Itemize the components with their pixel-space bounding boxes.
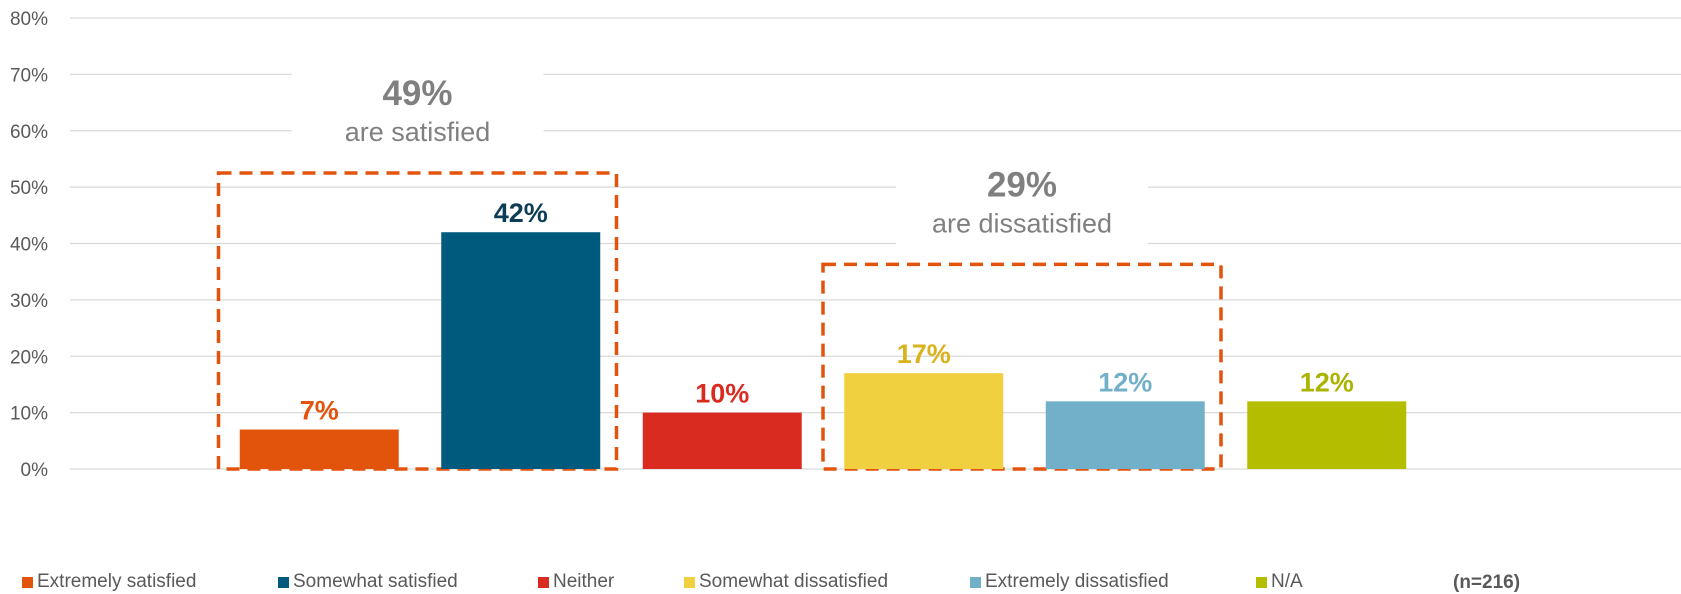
sample-size-label: (n=216) [1453, 572, 1520, 594]
y-axis-labels: 0% 10% 20% 30% 40% 50% 60% 70% 80% [10, 9, 48, 481]
legend-swatch [22, 577, 33, 588]
group-annotations: 49% are satisfied 29% are dissatisfied [292, 65, 1149, 248]
legend-item: Somewhat satisfied [278, 571, 458, 593]
y-tick-label: 80% [10, 9, 48, 30]
y-tick-label: 0% [21, 460, 49, 481]
legend-item: Neither [538, 571, 614, 593]
data-label: 10% [695, 379, 749, 409]
legend-item: N/A [1256, 571, 1303, 593]
data-label: 17% [897, 339, 951, 369]
legend-swatch [684, 577, 695, 588]
bar [844, 373, 1003, 469]
y-tick-label: 20% [10, 347, 48, 368]
legend-label: Extremely satisfied [37, 571, 196, 593]
legend-item: Extremely satisfied [22, 571, 196, 593]
data-label: 42% [494, 198, 548, 228]
group-text: are satisfied [345, 117, 491, 147]
legend-item: Somewhat dissatisfied [684, 571, 888, 593]
legend-label: N/A [1271, 571, 1303, 593]
bar-chart: 0% 10% 20% 30% 40% 50% 60% 70% 80% 7% 42% 10% 17% 12… [0, 0, 1681, 570]
y-tick-label: 40% [10, 235, 48, 256]
group-percent: 29% [987, 165, 1057, 204]
y-tick-label: 60% [10, 122, 48, 143]
data-label: 12% [1300, 367, 1354, 397]
bar [1247, 401, 1406, 469]
legend-swatch [538, 577, 549, 588]
group-text: are dissatisfied [932, 208, 1112, 238]
legend: Extremely satisfied Somewhat satisfied Nei… [0, 571, 1681, 594]
bar [441, 232, 600, 469]
legend-swatch [1256, 577, 1267, 588]
legend-label: Somewhat satisfied [293, 571, 458, 593]
y-tick-label: 70% [10, 65, 48, 86]
bar [1046, 401, 1205, 469]
legend-swatch [970, 577, 981, 588]
legend-swatch [278, 577, 289, 588]
y-tick-label: 10% [10, 404, 48, 425]
bar [240, 430, 399, 469]
group-percent: 49% [382, 74, 452, 113]
legend-label: Somewhat dissatisfied [699, 571, 888, 593]
y-tick-label: 50% [10, 178, 48, 199]
data-label: 12% [1098, 367, 1152, 397]
y-tick-label: 30% [10, 291, 48, 312]
bar [643, 413, 802, 469]
legend-label: Extremely dissatisfied [985, 571, 1169, 593]
legend-label: Neither [553, 571, 614, 593]
legend-item: Extremely dissatisfied [970, 571, 1169, 593]
data-label: 7% [300, 396, 339, 426]
